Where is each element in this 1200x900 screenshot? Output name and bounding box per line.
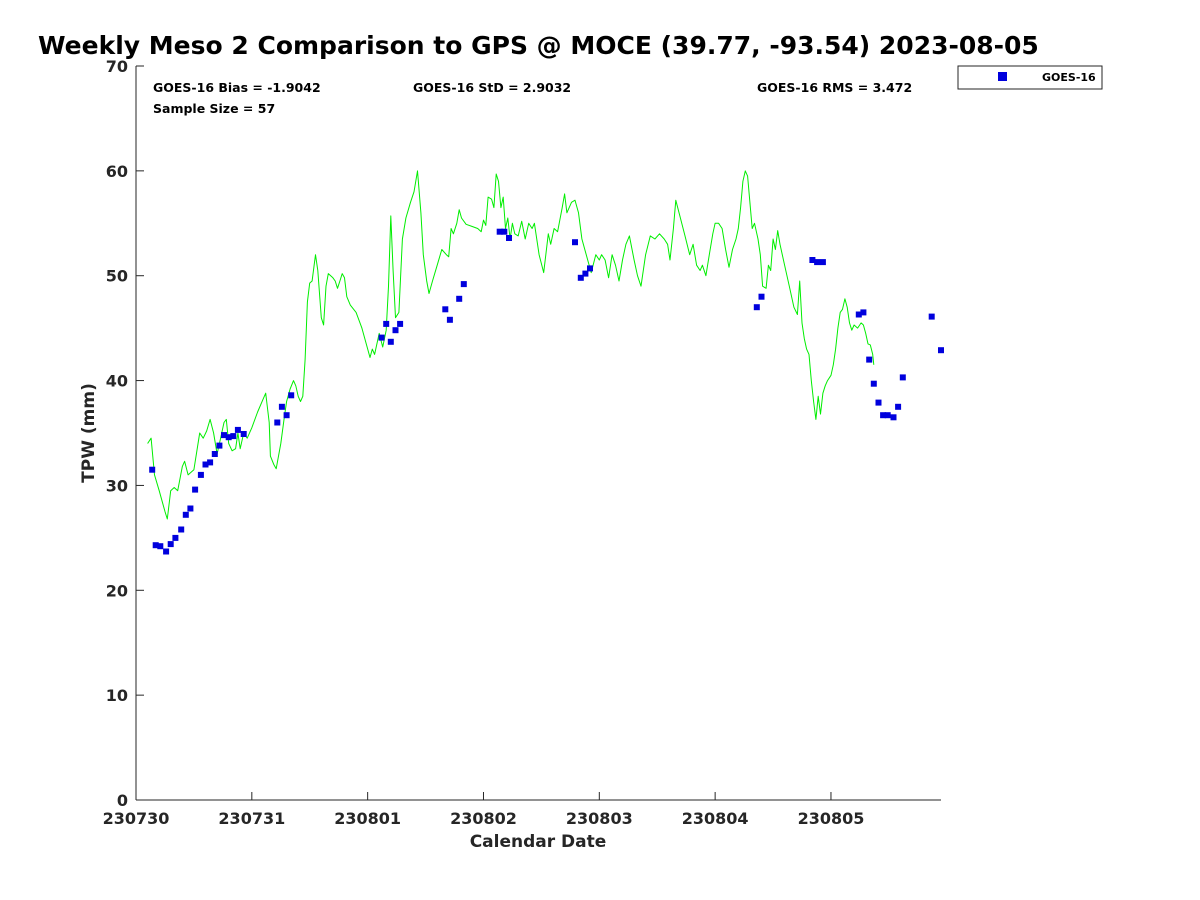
- goes16-point: [890, 414, 897, 421]
- goes16-point: [397, 320, 404, 327]
- goes16-point: [814, 259, 821, 266]
- x-tick-label: 230805: [798, 809, 865, 828]
- goes16-point: [753, 304, 760, 311]
- goes16-point: [928, 313, 935, 320]
- chart-title: Weekly Meso 2 Comparison to GPS @ MOCE (…: [38, 31, 1039, 60]
- goes16-point: [572, 239, 578, 246]
- goes16-point: [202, 461, 209, 468]
- stat-bias: GOES-16 Bias = -1.9042: [153, 80, 321, 95]
- goes16-point: [216, 442, 223, 449]
- y-tick-label: 40: [106, 372, 128, 391]
- axes: [135, 66, 941, 801]
- goes16-point: [167, 541, 174, 548]
- stat-sample-size: Sample Size = 57: [153, 101, 275, 116]
- goes16-point: [387, 338, 394, 345]
- goes16-point: [197, 471, 204, 478]
- goes16-point: [880, 412, 887, 419]
- goes16-point: [240, 431, 247, 437]
- y-tick-label: 50: [106, 267, 128, 286]
- goes16-point: [870, 380, 877, 387]
- goes16-point: [460, 281, 467, 288]
- x-tick-label: 230730: [103, 809, 170, 828]
- goes16-point: [884, 412, 891, 419]
- goes16-point: [182, 511, 189, 518]
- goes16-point: [178, 526, 185, 533]
- legend: GOES-16: [957, 65, 1103, 90]
- goes16-point: [446, 316, 453, 323]
- goes16-point: [496, 228, 503, 235]
- goes16-point: [157, 543, 164, 550]
- legend-label: GOES-16: [1042, 71, 1096, 84]
- goes16-point: [899, 374, 906, 381]
- goes16-point: [587, 265, 593, 272]
- goes16-point: [392, 327, 399, 334]
- x-tick-label: 230802: [450, 809, 517, 828]
- goes16-point: [582, 270, 589, 277]
- stat-rms: GOES-16 RMS = 3.472: [757, 80, 912, 95]
- goes16-point: [855, 311, 862, 318]
- y-tick-label: 0: [117, 791, 128, 810]
- y-tick-label: 10: [106, 686, 128, 705]
- goes16-point: [501, 228, 508, 235]
- goes16-point: [149, 466, 156, 473]
- goes16-point: [230, 433, 237, 440]
- goes16-point: [758, 293, 765, 300]
- goes16-point: [221, 432, 227, 439]
- goes16-point: [860, 309, 867, 316]
- goes16-point: [207, 459, 214, 466]
- goes16-point: [506, 235, 512, 241]
- goes16-point: [274, 419, 281, 426]
- goes16-point: [577, 274, 584, 281]
- legend-marker: [998, 72, 1007, 81]
- y-tick-label: 30: [106, 476, 128, 495]
- goes16-point: [283, 412, 290, 419]
- goes16-point: [442, 306, 449, 313]
- x-axis-label: Calendar Date: [470, 832, 607, 852]
- goes16-point: [288, 392, 295, 399]
- plot-area: [136, 66, 941, 800]
- goes16-point: [866, 356, 873, 363]
- goes16-point: [809, 257, 816, 263]
- y-axis-label: TPW (mm): [79, 383, 99, 483]
- series: [147, 170, 944, 555]
- goes16-point: [895, 403, 902, 410]
- goes16-point: [819, 259, 826, 266]
- goes16-point: [211, 451, 218, 457]
- goes16-point: [875, 399, 882, 406]
- x-tick-label: 230731: [218, 809, 285, 828]
- goes16-point: [234, 426, 241, 433]
- goes16-point: [225, 434, 232, 441]
- goes16-point: [456, 295, 463, 302]
- y-tick-label: 20: [106, 581, 128, 600]
- x-tick-label: 230804: [682, 809, 749, 828]
- y-tick-label: 60: [106, 162, 128, 181]
- y-tick-label: 70: [106, 57, 128, 76]
- goes16-point: [938, 347, 944, 354]
- goes16-point: [152, 542, 159, 549]
- x-tick-label: 230803: [566, 809, 633, 828]
- goes16-point: [187, 505, 194, 512]
- ticks: 0 10 20 30 40 50 60 70 230730 230731 230801 230802 2…: [103, 57, 865, 828]
- stat-std: GOES-16 StD = 2.9032: [413, 80, 571, 95]
- goes16-point: [172, 534, 179, 541]
- x-tick-label: 230801: [334, 809, 401, 828]
- goes16-point: [192, 486, 199, 493]
- goes16-point: [278, 403, 285, 410]
- goes16-point: [383, 320, 390, 327]
- gps-series-line: [147, 170, 875, 520]
- goes16-point: [378, 334, 385, 341]
- legend-box: [957, 65, 1103, 90]
- goes16-point: [163, 548, 170, 555]
